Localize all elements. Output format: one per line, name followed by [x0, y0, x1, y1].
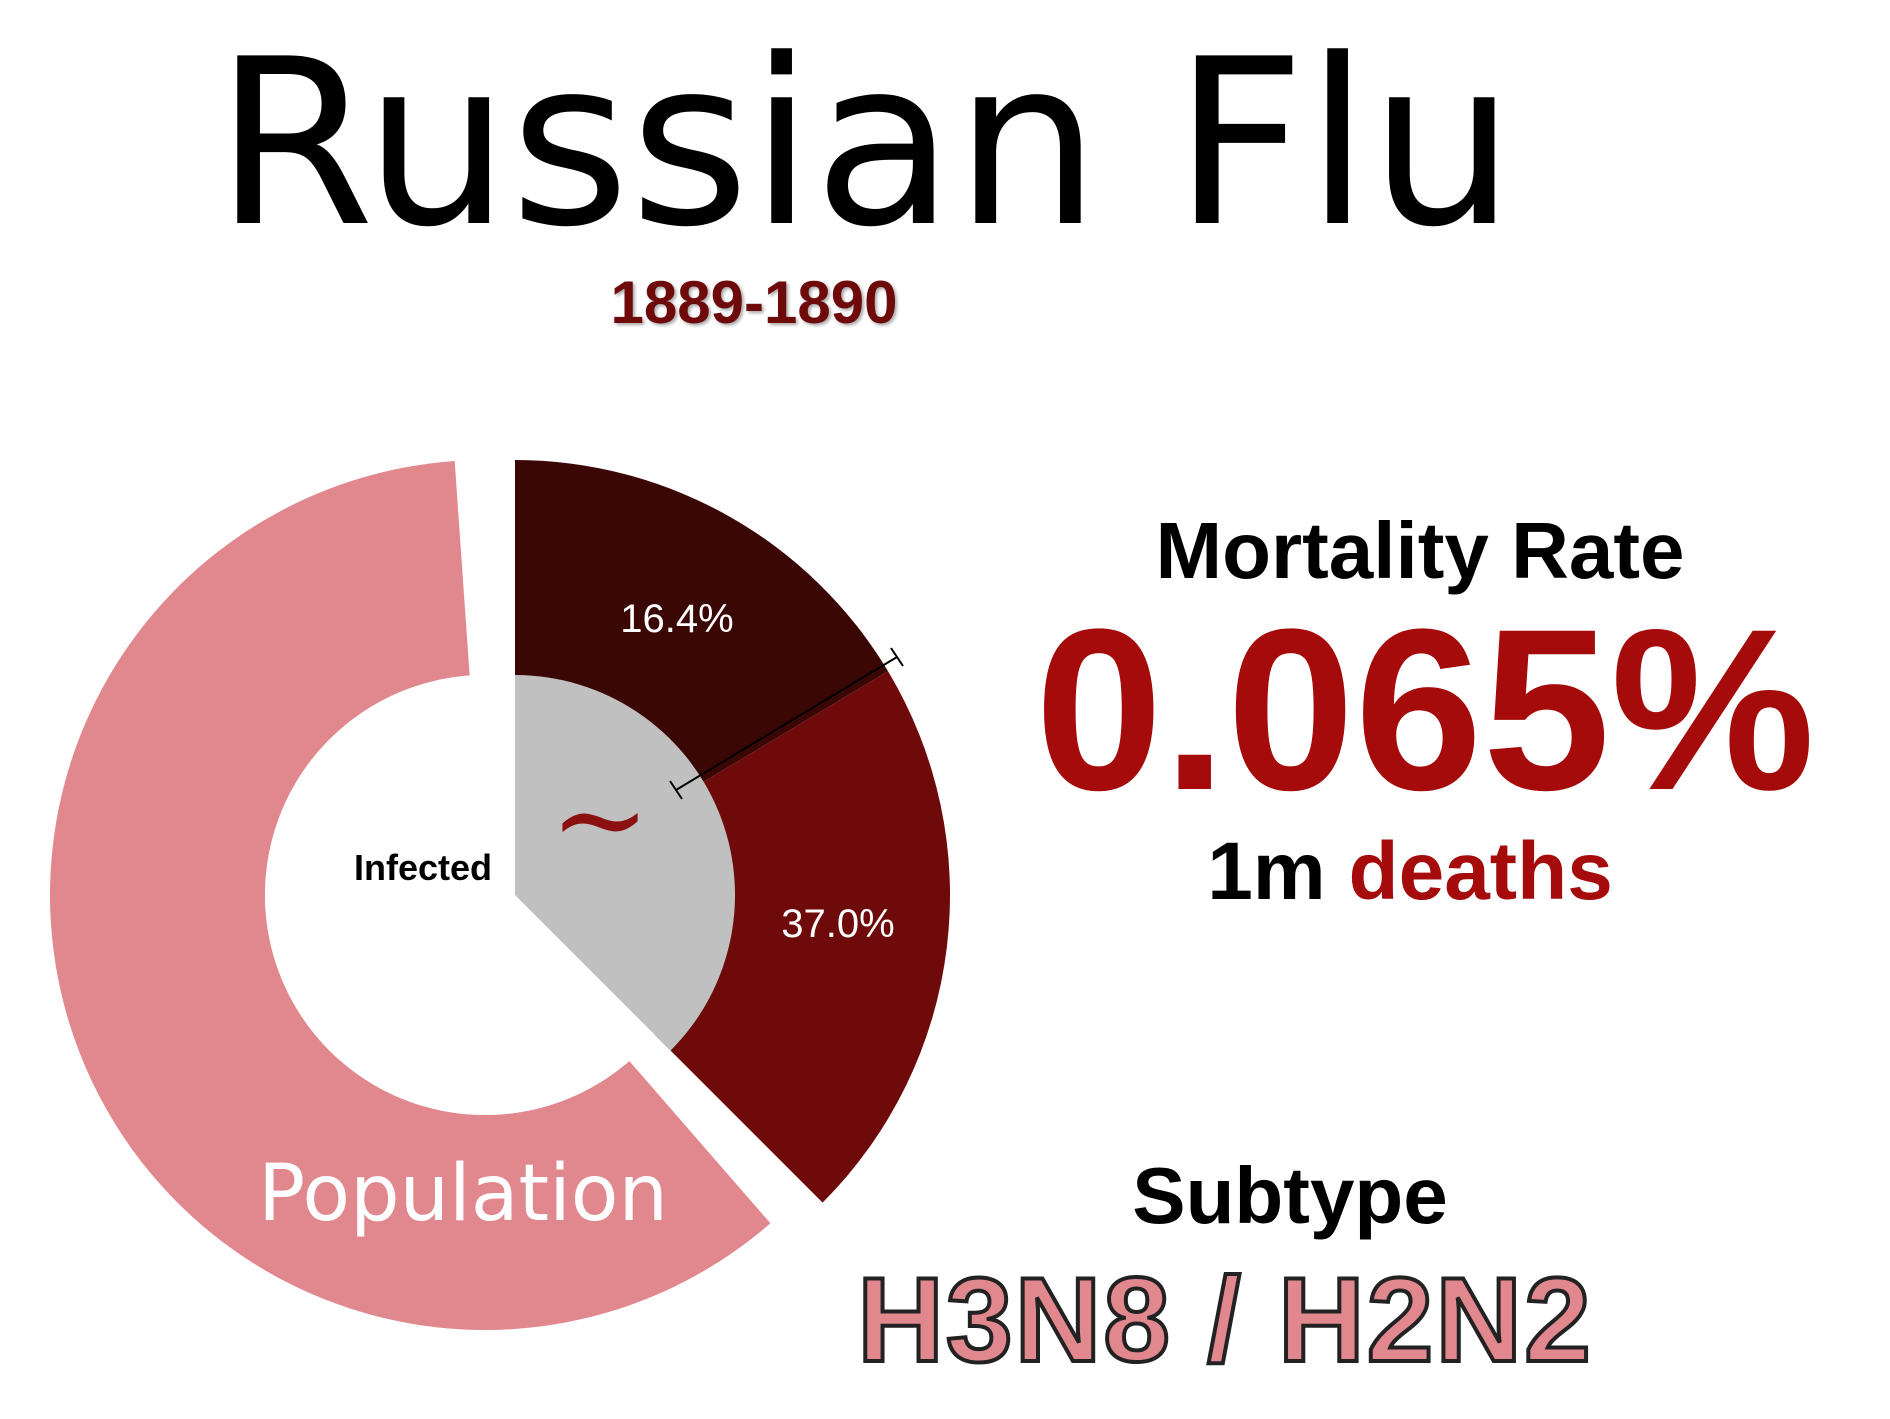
mortality-label: Mortality Rate — [1155, 506, 1685, 595]
inner-ring — [265, 675, 735, 1115]
bracket-cap-outer — [890, 647, 904, 667]
bracket-cap-inner — [669, 780, 683, 800]
mortality-value: 0.065% — [1034, 581, 1816, 838]
slice-population — [50, 461, 771, 1330]
bracket-line — [675, 656, 898, 791]
tilde-marker: ~ — [550, 750, 651, 889]
deaths-line: 1m deaths — [1060, 825, 1760, 919]
data-label-dead: 37.0% — [781, 902, 894, 946]
subtype-label: Subtype — [1132, 1151, 1448, 1240]
deaths-word: deaths — [1348, 826, 1613, 917]
outer-label-population: Population — [258, 1149, 668, 1239]
center-label-infected: Infected — [354, 847, 492, 888]
inner-slice-infected — [515, 675, 735, 1051]
deaths-count: 1m — [1207, 826, 1326, 917]
outer-ring — [50, 460, 951, 1330]
subtype-value: H3N8 / H2N2 — [855, 1253, 1593, 1387]
data-label-recovered: 16.4% — [620, 597, 733, 641]
mortality-bracket — [669, 647, 904, 800]
page-title: Russian Flu — [214, 11, 1516, 278]
slice-37-0- — [515, 671, 951, 1203]
date-range: 1889-1890 — [610, 269, 898, 336]
